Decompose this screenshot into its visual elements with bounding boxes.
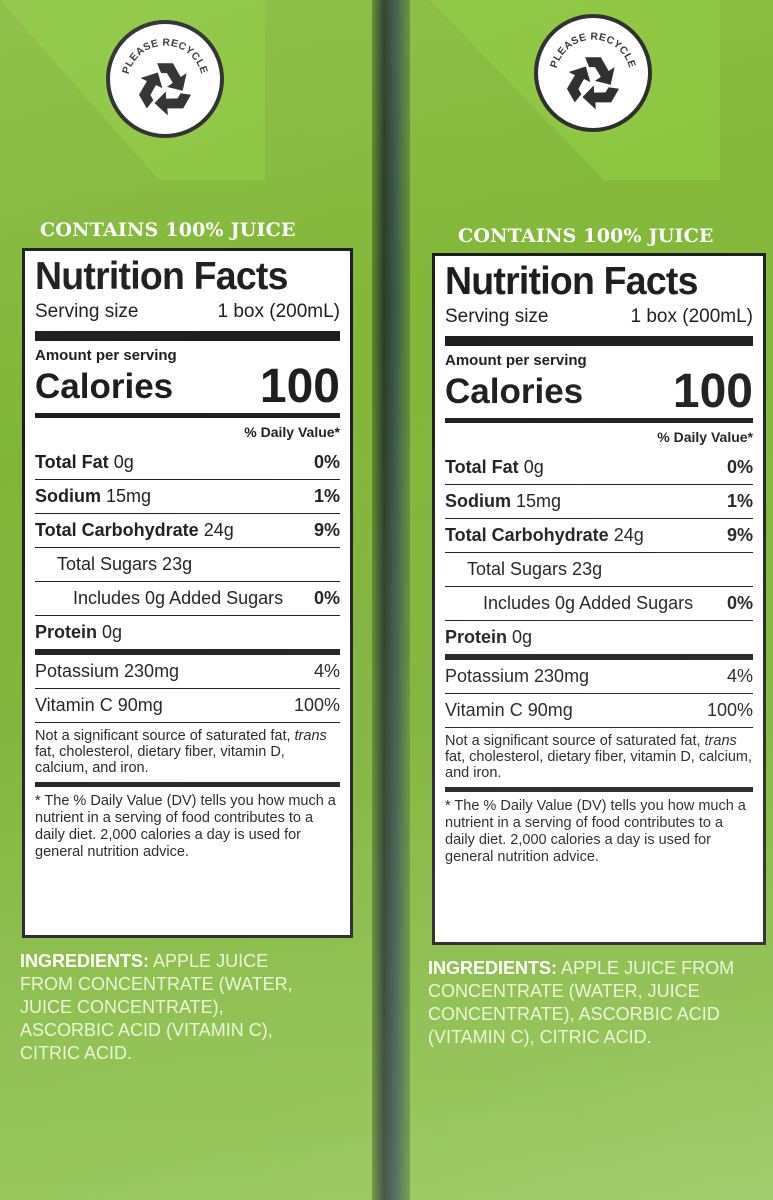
nutrient-row: Includes 0g Added Sugars 0%	[445, 586, 753, 620]
nutrient-name: Total Fat	[35, 452, 109, 472]
nutrition-title: Nutrition Facts	[445, 260, 698, 303]
daily-value-footnote: * The % Daily Value (DV) tells you how m…	[35, 782, 340, 865]
nutrient-dv: 100%	[706, 700, 753, 720]
nutrient-amount: 15mg	[516, 491, 562, 511]
contains-juice-banner: CONTAINS 100% JUICE	[40, 219, 296, 241]
ingredients-label: INGREDIENTS:	[428, 958, 558, 978]
nutrient-row: Sodium 15mg 1%	[35, 479, 340, 513]
nutrient-name: Vitamin C 90mg	[445, 700, 573, 720]
nutrient-name: Total Fat	[445, 457, 519, 477]
nutrient-name: Total Sugars 23g	[467, 559, 603, 579]
nutrient-name: Sodium	[35, 486, 101, 506]
nutrient-row: Total Carbohydrate 24g 9%	[35, 513, 340, 547]
nutrition-facts-label: Nutrition Facts Serving size 1 box (200m…	[22, 248, 353, 938]
nutrient-dv: 1%	[313, 486, 340, 506]
nutrient-row: Potassium 230mg 4%	[35, 649, 340, 688]
nutrient-name: Potassium 230mg	[35, 661, 180, 681]
serving-size-label: Serving size	[445, 306, 549, 327]
nutrient-name: Total Carbohydrate	[445, 525, 609, 545]
ingredients: INGREDIENTS: APPLE JUICE FROM CONCENTRAT…	[428, 957, 738, 1049]
nutrient-row: Protein 0g	[445, 620, 753, 654]
nutrient-name: Sodium	[445, 491, 511, 511]
nutrient-dv: 0%	[726, 593, 753, 613]
recycle-badge: PLEASE RECYCLE	[106, 20, 224, 138]
box-gap	[372, 0, 412, 1200]
ingredients-text: APPLE JUICE FROM CONCENTRATE (WATER, JUI…	[20, 951, 293, 1063]
nutrient-amount: 24g	[613, 525, 644, 545]
nutrition-title: Nutrition Facts	[35, 255, 288, 298]
recycle-badge: PLEASE RECYCLE	[534, 14, 652, 132]
nutrient-row: Total Carbohydrate 24g 9%	[445, 518, 753, 552]
nutrient-dv: 0%	[313, 588, 340, 608]
serving-size-label: Serving size	[35, 301, 139, 322]
nutrient-row: Sodium 15mg 1%	[445, 484, 753, 518]
serving-size-value: 1 box (200mL)	[217, 301, 340, 322]
juice-box-left: PLEASE RECYCLE CONTAINS 100% JUICE Nutri…	[0, 0, 374, 1200]
nutrient-dv: 4%	[313, 661, 340, 681]
nutrient-row: Protein 0g	[35, 615, 340, 649]
serving-size-value: 1 box (200mL)	[630, 306, 753, 327]
nutrient-dv: 1%	[726, 491, 753, 511]
nutrient-dv: 9%	[313, 520, 340, 540]
nutrient-row: Total Sugars 23g	[35, 547, 340, 581]
daily-value-header: % Daily Value*	[445, 418, 753, 451]
nutrient-row: Total Fat 0g 0%	[445, 451, 753, 484]
nutrient-row: Vitamin C 90mg 100%	[445, 693, 753, 727]
contains-juice-banner: CONTAINS 100% JUICE	[458, 225, 714, 247]
nutrient-row: Potassium 230mg 4%	[445, 654, 753, 693]
calories-label: Calories	[445, 372, 584, 411]
amount-per-serving: Amount per serving	[35, 347, 177, 364]
calories-value: 100	[259, 360, 340, 413]
nutrient-name: Protein	[35, 622, 98, 642]
nutrient-amount: 24g	[203, 520, 234, 540]
nutrient-row: Includes 0g Added Sugars 0%	[35, 581, 340, 615]
daily-value-footnote: * The % Daily Value (DV) tells you how m…	[445, 787, 753, 870]
nutrient-dv: 4%	[726, 666, 753, 686]
calories-label: Calories	[35, 367, 174, 406]
juice-box-right: PLEASE RECYCLE CONTAINS 100% JUICE Nutri…	[410, 0, 773, 1200]
nutrient-name: Protein	[445, 627, 508, 647]
not-significant-note: Not a significant source of saturated fa…	[35, 722, 340, 782]
nutrition-facts-label: Nutrition Facts Serving size 1 box (200m…	[432, 253, 766, 945]
calories-value: 100	[672, 365, 753, 418]
nutrient-name: Includes 0g Added Sugars	[73, 588, 284, 608]
nutrient-dv: 0%	[313, 452, 340, 472]
ingredients-text: APPLE JUICE FROM CONCENTRATE (WATER, JUI…	[428, 958, 735, 1047]
ingredients-label: INGREDIENTS:	[20, 951, 150, 971]
recycle-icon: PLEASE RECYCLE	[121, 37, 209, 116]
nutrient-amount: 0g	[113, 452, 134, 472]
nutrient-row: Total Sugars 23g	[445, 552, 753, 586]
nutrient-amount: 0g	[102, 622, 123, 642]
nutrient-dv: 9%	[726, 525, 753, 545]
nutrient-amount: 15mg	[106, 486, 152, 506]
daily-value-header: % Daily Value*	[35, 413, 340, 446]
nutrient-dv: 100%	[293, 695, 340, 715]
nutrient-amount: 0g	[523, 457, 544, 477]
recycle-icon: PLEASE RECYCLE	[549, 31, 637, 110]
nutrient-name: Total Carbohydrate	[35, 520, 199, 540]
amount-per-serving: Amount per serving	[445, 352, 587, 369]
nutrient-amount: 0g	[512, 627, 533, 647]
nutrient-name: Potassium 230mg	[445, 666, 590, 686]
nutrient-row: Total Fat 0g 0%	[35, 446, 340, 479]
nutrient-name: Includes 0g Added Sugars	[483, 593, 694, 613]
nutrient-name: Total Sugars 23g	[57, 554, 193, 574]
ingredients: INGREDIENTS: APPLE JUICE FROM CONCENTRAT…	[20, 950, 310, 1065]
not-significant-note: Not a significant source of saturated fa…	[445, 727, 753, 787]
nutrient-dv: 0%	[726, 457, 753, 477]
nutrient-row: Vitamin C 90mg 100%	[35, 688, 340, 722]
nutrient-name: Vitamin C 90mg	[35, 695, 163, 715]
